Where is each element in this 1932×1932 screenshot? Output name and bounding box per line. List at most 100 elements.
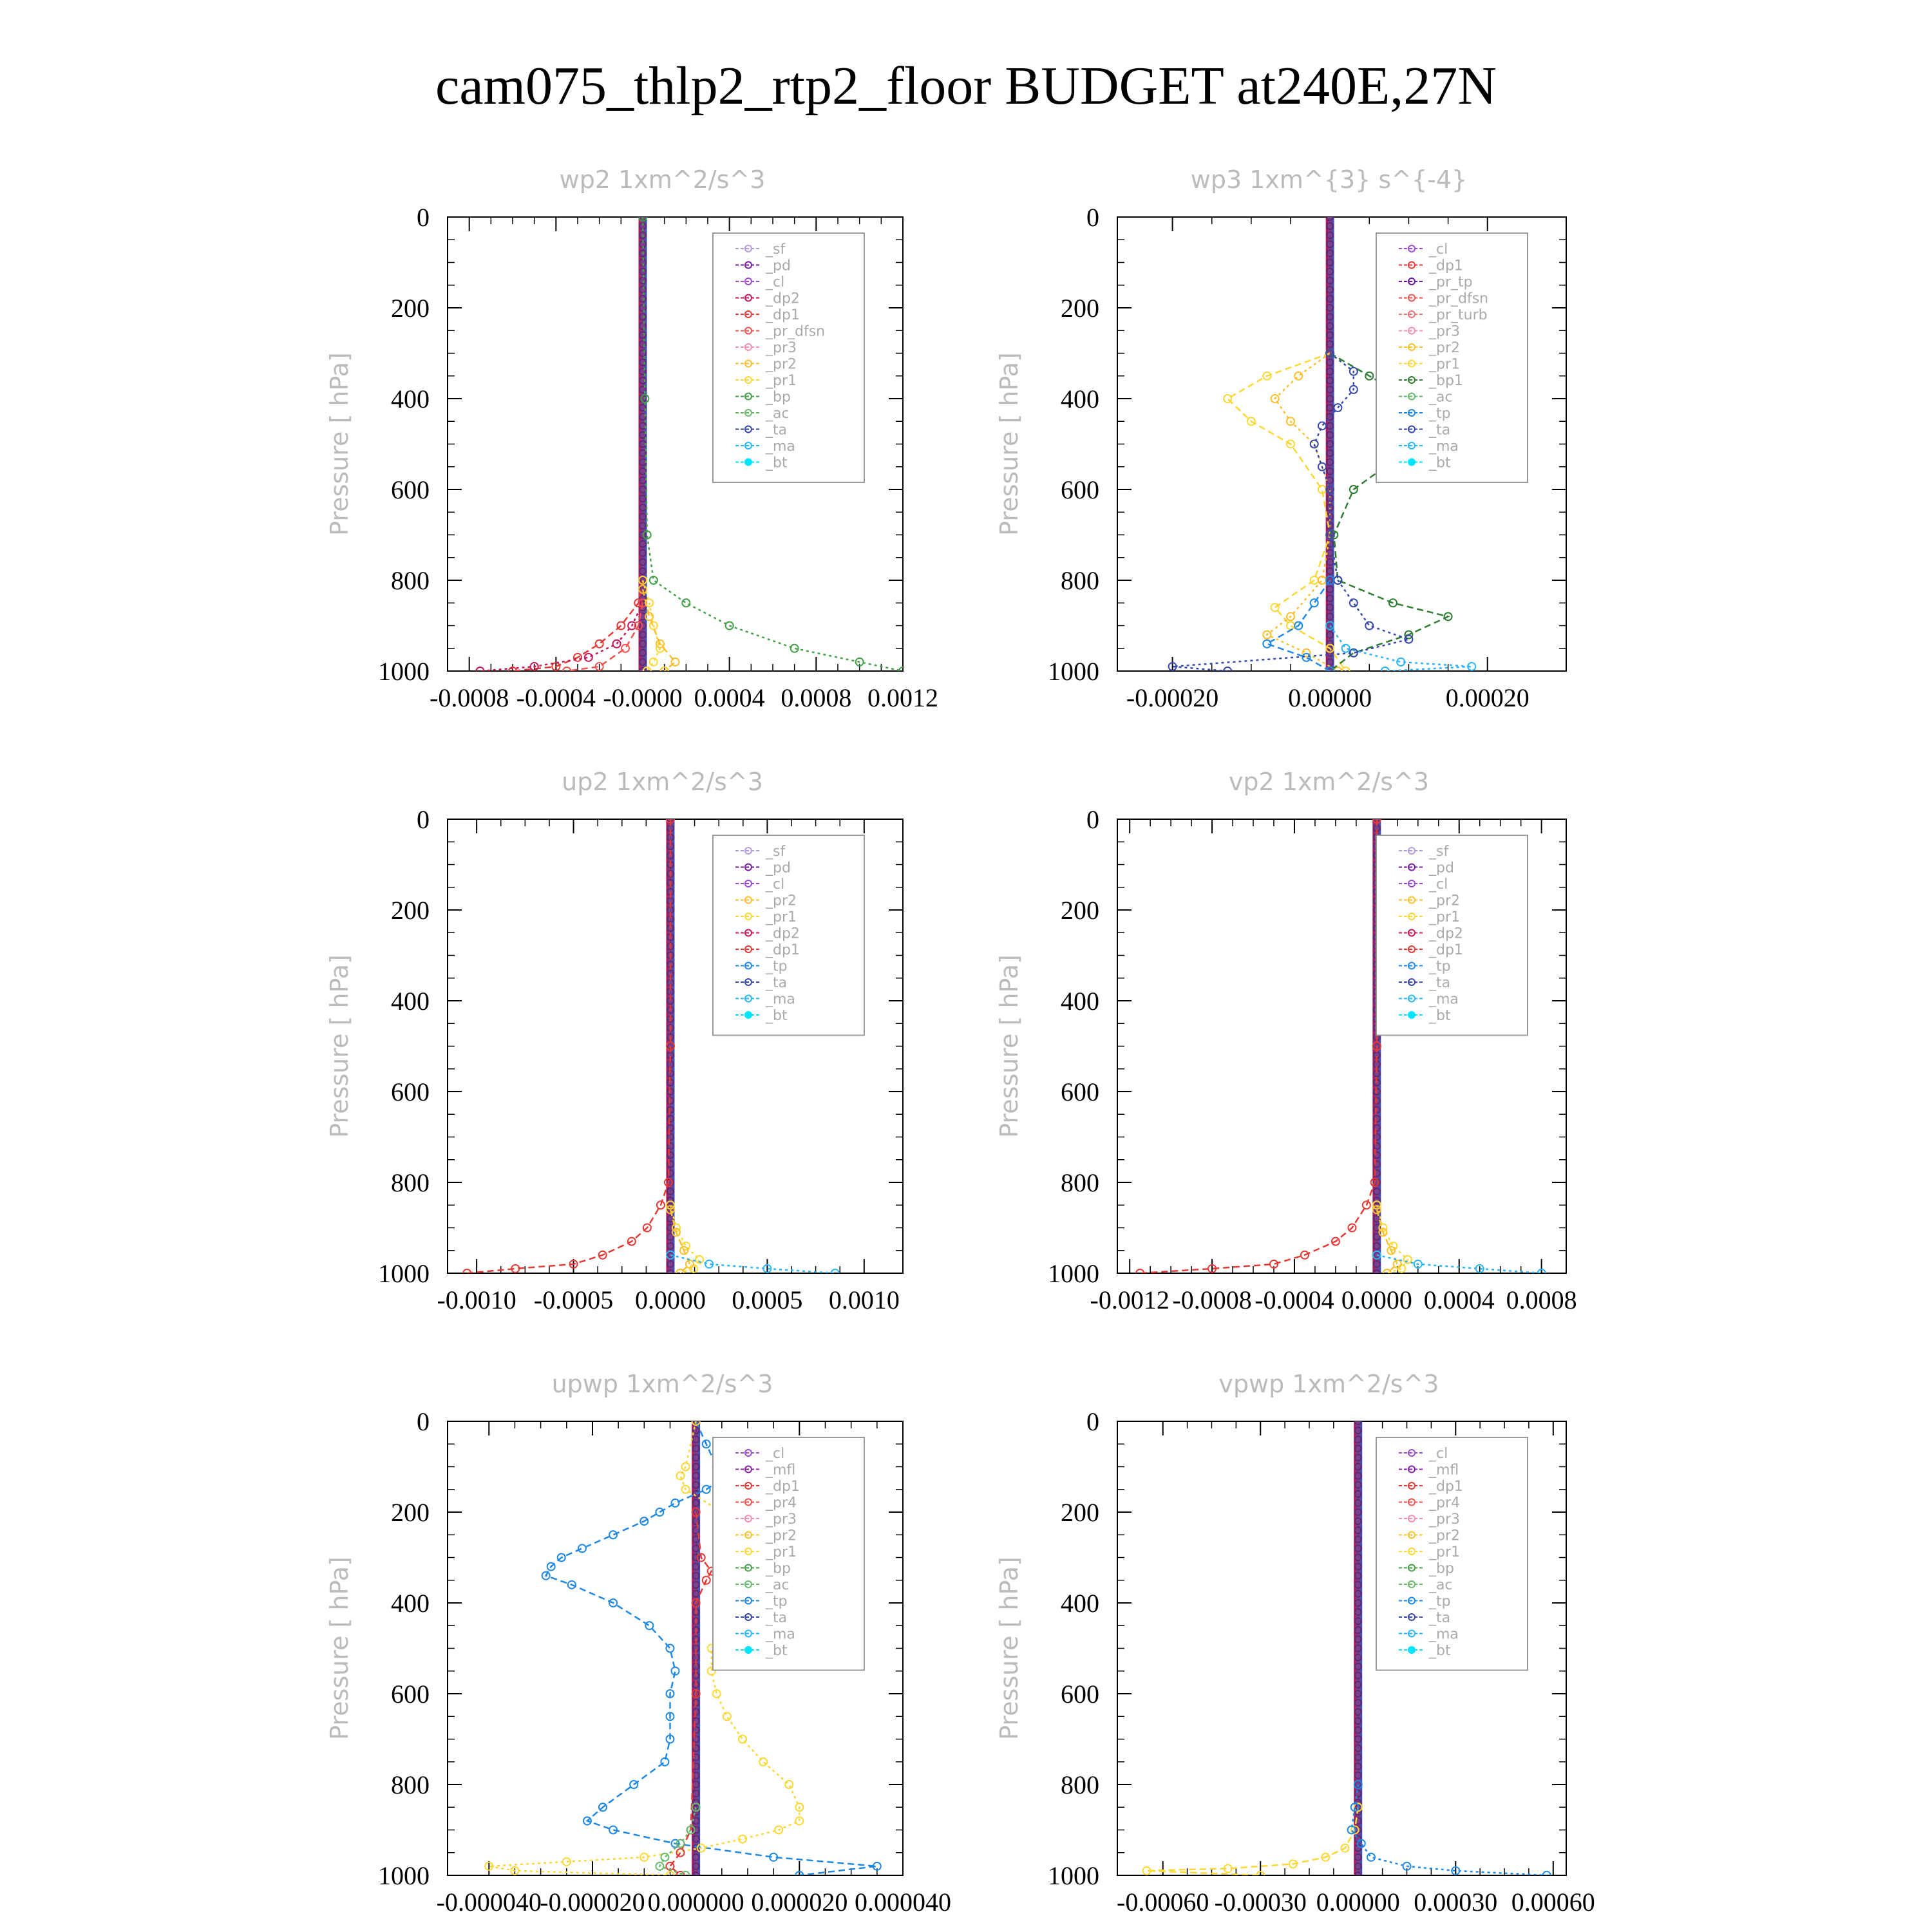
- x-tick-label: 0.00030: [1414, 1888, 1497, 1917]
- data-point-pr1: [1341, 667, 1350, 671]
- zero-term-marker: [1354, 1490, 1362, 1498]
- legend-box: [1376, 1437, 1528, 1671]
- data-point-ma: [1467, 661, 1477, 671]
- zero-term-marker: [639, 331, 647, 339]
- zero-term-marker: [1326, 558, 1334, 566]
- y-tick-label: 600: [1061, 1680, 1099, 1709]
- data-point-tp: [670, 1666, 680, 1676]
- chart-title: up2 1xm^2/s^3: [562, 768, 763, 796]
- legend-label: _ma: [1428, 992, 1459, 1008]
- zero-term-marker: [1372, 1269, 1381, 1273]
- data-point-ta: [1349, 648, 1358, 658]
- zero-term-marker: [639, 358, 647, 366]
- zero-term-marker: [692, 1799, 700, 1807]
- data-point-ma: [665, 1250, 675, 1260]
- data-point-pr1: [712, 1689, 721, 1698]
- data-point-dp1: [665, 1041, 675, 1051]
- zero-term-marker: [1354, 1653, 1362, 1662]
- data-point-ta: [1317, 462, 1327, 471]
- x-tick-label: -0.0000: [603, 683, 682, 712]
- x-tick-label: -0.000020: [540, 1888, 645, 1917]
- legend-label: _bt: [765, 1008, 788, 1024]
- data-point-pr2: [1382, 1269, 1392, 1273]
- chart-title: wp2 1xm^2/s^3: [560, 166, 766, 194]
- zero-term-marker: [1354, 1580, 1362, 1589]
- zero-term-marker: [1354, 1680, 1362, 1689]
- zero-term-marker: [692, 1463, 700, 1471]
- zero-term-marker: [666, 1160, 674, 1168]
- data-point-pr2: [1302, 648, 1311, 658]
- data-point-tp: [670, 1498, 680, 1508]
- legend-label: _mfl: [765, 1463, 795, 1479]
- data-point-pr2: [1262, 630, 1272, 639]
- data-point-dp2: [529, 661, 539, 671]
- legend-label: _cl: [765, 876, 784, 893]
- series-line-tp: [544, 1421, 877, 1875]
- data-point-pr1: [484, 1861, 494, 1871]
- legend-marker: [744, 945, 752, 953]
- legend-label: _ta: [1428, 1610, 1450, 1626]
- data-point-pr1: [1256, 1871, 1265, 1875]
- legend-label: _cl: [1428, 242, 1448, 258]
- data-point-tp: [1302, 652, 1311, 662]
- legend-label: _cl: [1428, 876, 1448, 893]
- series-group: [1168, 217, 1477, 671]
- y-tick-label: 1000: [378, 657, 430, 686]
- y-axis-label: Pressure [ hPa]: [325, 352, 354, 536]
- legend-label: _pr_turb: [1428, 307, 1488, 323]
- legend-marker: [744, 1646, 752, 1654]
- legend-marker: [744, 896, 752, 904]
- zero-term-marker: [639, 249, 647, 258]
- data-point-ma: [1341, 643, 1350, 653]
- legend-label: _pr2: [1428, 893, 1460, 909]
- legend-marker: [744, 261, 752, 269]
- data-point-ta: [1333, 403, 1343, 413]
- data-point-pr1: [774, 1825, 784, 1835]
- data-point-ta: [1404, 634, 1414, 644]
- data-point-pr1: [722, 1712, 732, 1721]
- x-tick-label: -0.000040: [437, 1888, 542, 1917]
- chart-panel-3: up2 1xm^2/s^3 Pressure [ hPa] 0 200 400 600 80…: [325, 768, 904, 1314]
- y-tick-label: 600: [1061, 1077, 1099, 1106]
- data-point-dp1: [701, 1575, 711, 1585]
- data-point-pr1: [1262, 371, 1272, 381]
- data-point-ta: [1325, 530, 1335, 540]
- zero-term-marker: [639, 658, 647, 666]
- legend-label: _pd: [765, 258, 791, 274]
- y-tick-label: 800: [1061, 1770, 1099, 1799]
- zero-term-marker: [692, 1526, 700, 1535]
- zero-term-marker: [1354, 1608, 1362, 1616]
- legend-marker: [1408, 1646, 1416, 1654]
- zero-term-marker: [1326, 222, 1334, 231]
- zero-term-marker: [639, 495, 647, 503]
- data-point-bp: [724, 621, 734, 630]
- data-point-tp: [1309, 598, 1319, 608]
- zero-term-marker: [1354, 1853, 1362, 1861]
- zero-term-marker: [1354, 1635, 1362, 1643]
- data-point-pr1: [1246, 417, 1256, 426]
- data-point-ma: [1372, 1250, 1381, 1260]
- data-point-ma: [1396, 657, 1406, 667]
- zero-term-marker: [1354, 1553, 1362, 1562]
- data-point-pr1: [665, 1871, 675, 1875]
- legend-label: _pr4: [1428, 1495, 1460, 1511]
- zero-term-marker: [1354, 1699, 1362, 1707]
- legend-label: _dp1: [765, 942, 800, 958]
- zero-term-marker: [1326, 285, 1334, 294]
- legend-label: _pr2: [1428, 1528, 1460, 1544]
- legend-label: _ma: [765, 992, 795, 1008]
- zero-term-marker: [639, 522, 647, 530]
- data-point-dp1: [665, 819, 675, 824]
- y-axis-label: Pressure [ hPa]: [995, 1557, 1023, 1740]
- legend-label: _tp: [765, 1594, 788, 1610]
- legend-marker: [1408, 458, 1416, 466]
- data-point-pr2: [1286, 612, 1296, 621]
- data-point-dp1: [616, 621, 626, 630]
- zero-term-marker: [666, 1133, 674, 1141]
- data-point-tp: [1353, 1780, 1363, 1789]
- data-point-pr2: [670, 657, 680, 667]
- y-tick-label: 0: [417, 805, 430, 834]
- series-group: [475, 217, 903, 671]
- legend-label: _pr1: [765, 909, 797, 925]
- legend-label: _ac: [765, 406, 790, 422]
